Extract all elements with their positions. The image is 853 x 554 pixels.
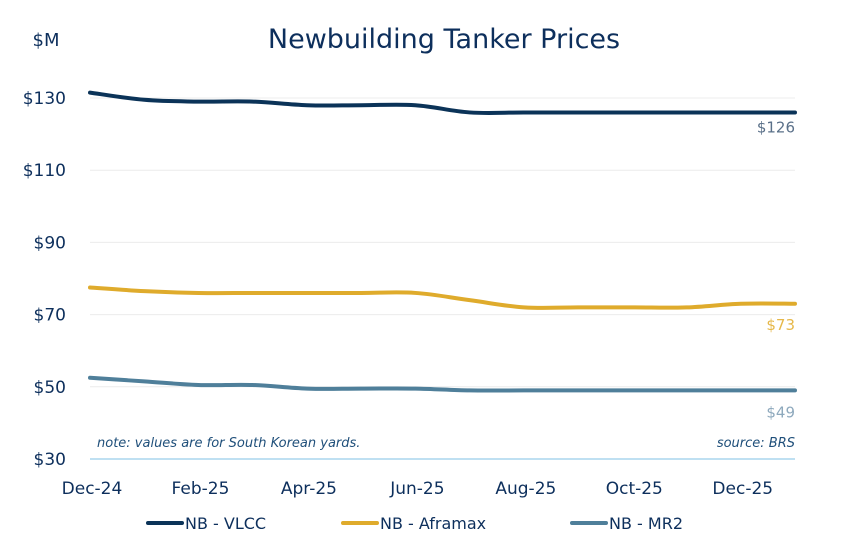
y-tick-label: $130: [23, 89, 66, 109]
legend-label: NB - Aframax: [380, 514, 486, 533]
legend-label: NB - MR2: [609, 514, 683, 533]
y-tick-label: $30: [34, 450, 66, 470]
x-axis-ticks: Dec-24 Feb-25 Apr-25 Jun-25 Aug-25 Oct-25 Dec-…: [62, 479, 773, 499]
x-tick-label: Apr-25: [281, 479, 337, 499]
series-lines: [88, 90, 797, 393]
end-value-label: $49: [766, 403, 795, 421]
note-annotation: note: values are for South Korean yards.: [97, 436, 360, 451]
y-tick-label: $50: [34, 378, 66, 398]
y-axis-unit-label: $M: [33, 30, 60, 51]
end-value-label: $126: [757, 118, 795, 136]
end-value-label: $73: [766, 316, 795, 334]
source-annotation: source: BRS: [717, 436, 795, 451]
end-value-labels: $126 $73 $49: [757, 118, 795, 421]
y-tick-label: $90: [34, 233, 66, 253]
x-tick-label: Feb-25: [172, 479, 230, 499]
legend: NB - VLCC NB - Aframax NB - MR2: [146, 514, 683, 533]
y-tick-label: $70: [34, 306, 66, 326]
x-tick-label: Aug-25: [495, 479, 556, 499]
series-line-nb-aframax: [88, 285, 797, 310]
series-line-nb-vlcc: [88, 90, 797, 116]
chart-title: Newbuilding Tanker Prices: [268, 24, 620, 55]
x-tick-label: Oct-25: [606, 479, 663, 499]
y-axis-ticks: $30 $50 $70 $90 $110 $130: [23, 89, 66, 470]
x-tick-label: Dec-24: [62, 479, 123, 499]
series-line-nb-mr2: [88, 375, 797, 393]
x-tick-label: Dec-25: [712, 479, 773, 499]
legend-label: NB - VLCC: [185, 514, 266, 533]
gridlines: [90, 97, 795, 460]
y-tick-label: $110: [23, 161, 66, 181]
x-tick-label: Jun-25: [389, 479, 444, 499]
